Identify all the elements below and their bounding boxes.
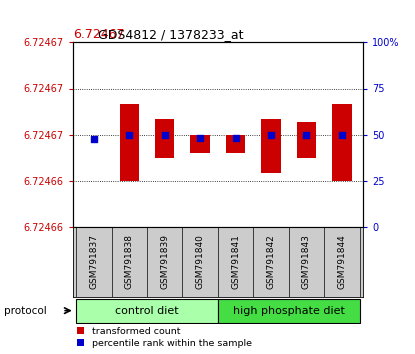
Text: GSM791842: GSM791842 xyxy=(266,235,276,289)
Text: control diet: control diet xyxy=(115,306,179,316)
Bar xyxy=(226,135,245,153)
Text: GSM791843: GSM791843 xyxy=(302,234,311,290)
Point xyxy=(268,132,274,137)
Text: GSM791844: GSM791844 xyxy=(337,235,347,289)
Point xyxy=(339,132,345,137)
Text: GSM791837: GSM791837 xyxy=(89,234,98,290)
Text: high phosphate diet: high phosphate diet xyxy=(233,306,345,316)
Point xyxy=(303,132,310,137)
Point xyxy=(232,135,239,141)
Point xyxy=(126,132,133,137)
Bar xyxy=(261,119,281,173)
Text: protocol: protocol xyxy=(4,306,47,316)
Point xyxy=(90,136,97,142)
Text: GSM791841: GSM791841 xyxy=(231,234,240,290)
Bar xyxy=(218,299,359,322)
Bar xyxy=(190,135,210,153)
Text: GSM791838: GSM791838 xyxy=(125,234,134,290)
Bar xyxy=(155,119,174,158)
Point xyxy=(161,132,168,137)
Bar xyxy=(297,122,316,158)
Bar xyxy=(76,299,218,322)
Text: 6.72467: 6.72467 xyxy=(73,28,124,41)
Text: GDS4812 / 1378233_at: GDS4812 / 1378233_at xyxy=(98,28,244,41)
Text: GSM791839: GSM791839 xyxy=(160,234,169,290)
Bar xyxy=(332,104,352,181)
Point xyxy=(197,135,203,141)
Legend: transformed count, percentile rank within the sample: transformed count, percentile rank withi… xyxy=(77,327,251,348)
Bar xyxy=(120,104,139,181)
Text: GSM791840: GSM791840 xyxy=(195,234,205,290)
